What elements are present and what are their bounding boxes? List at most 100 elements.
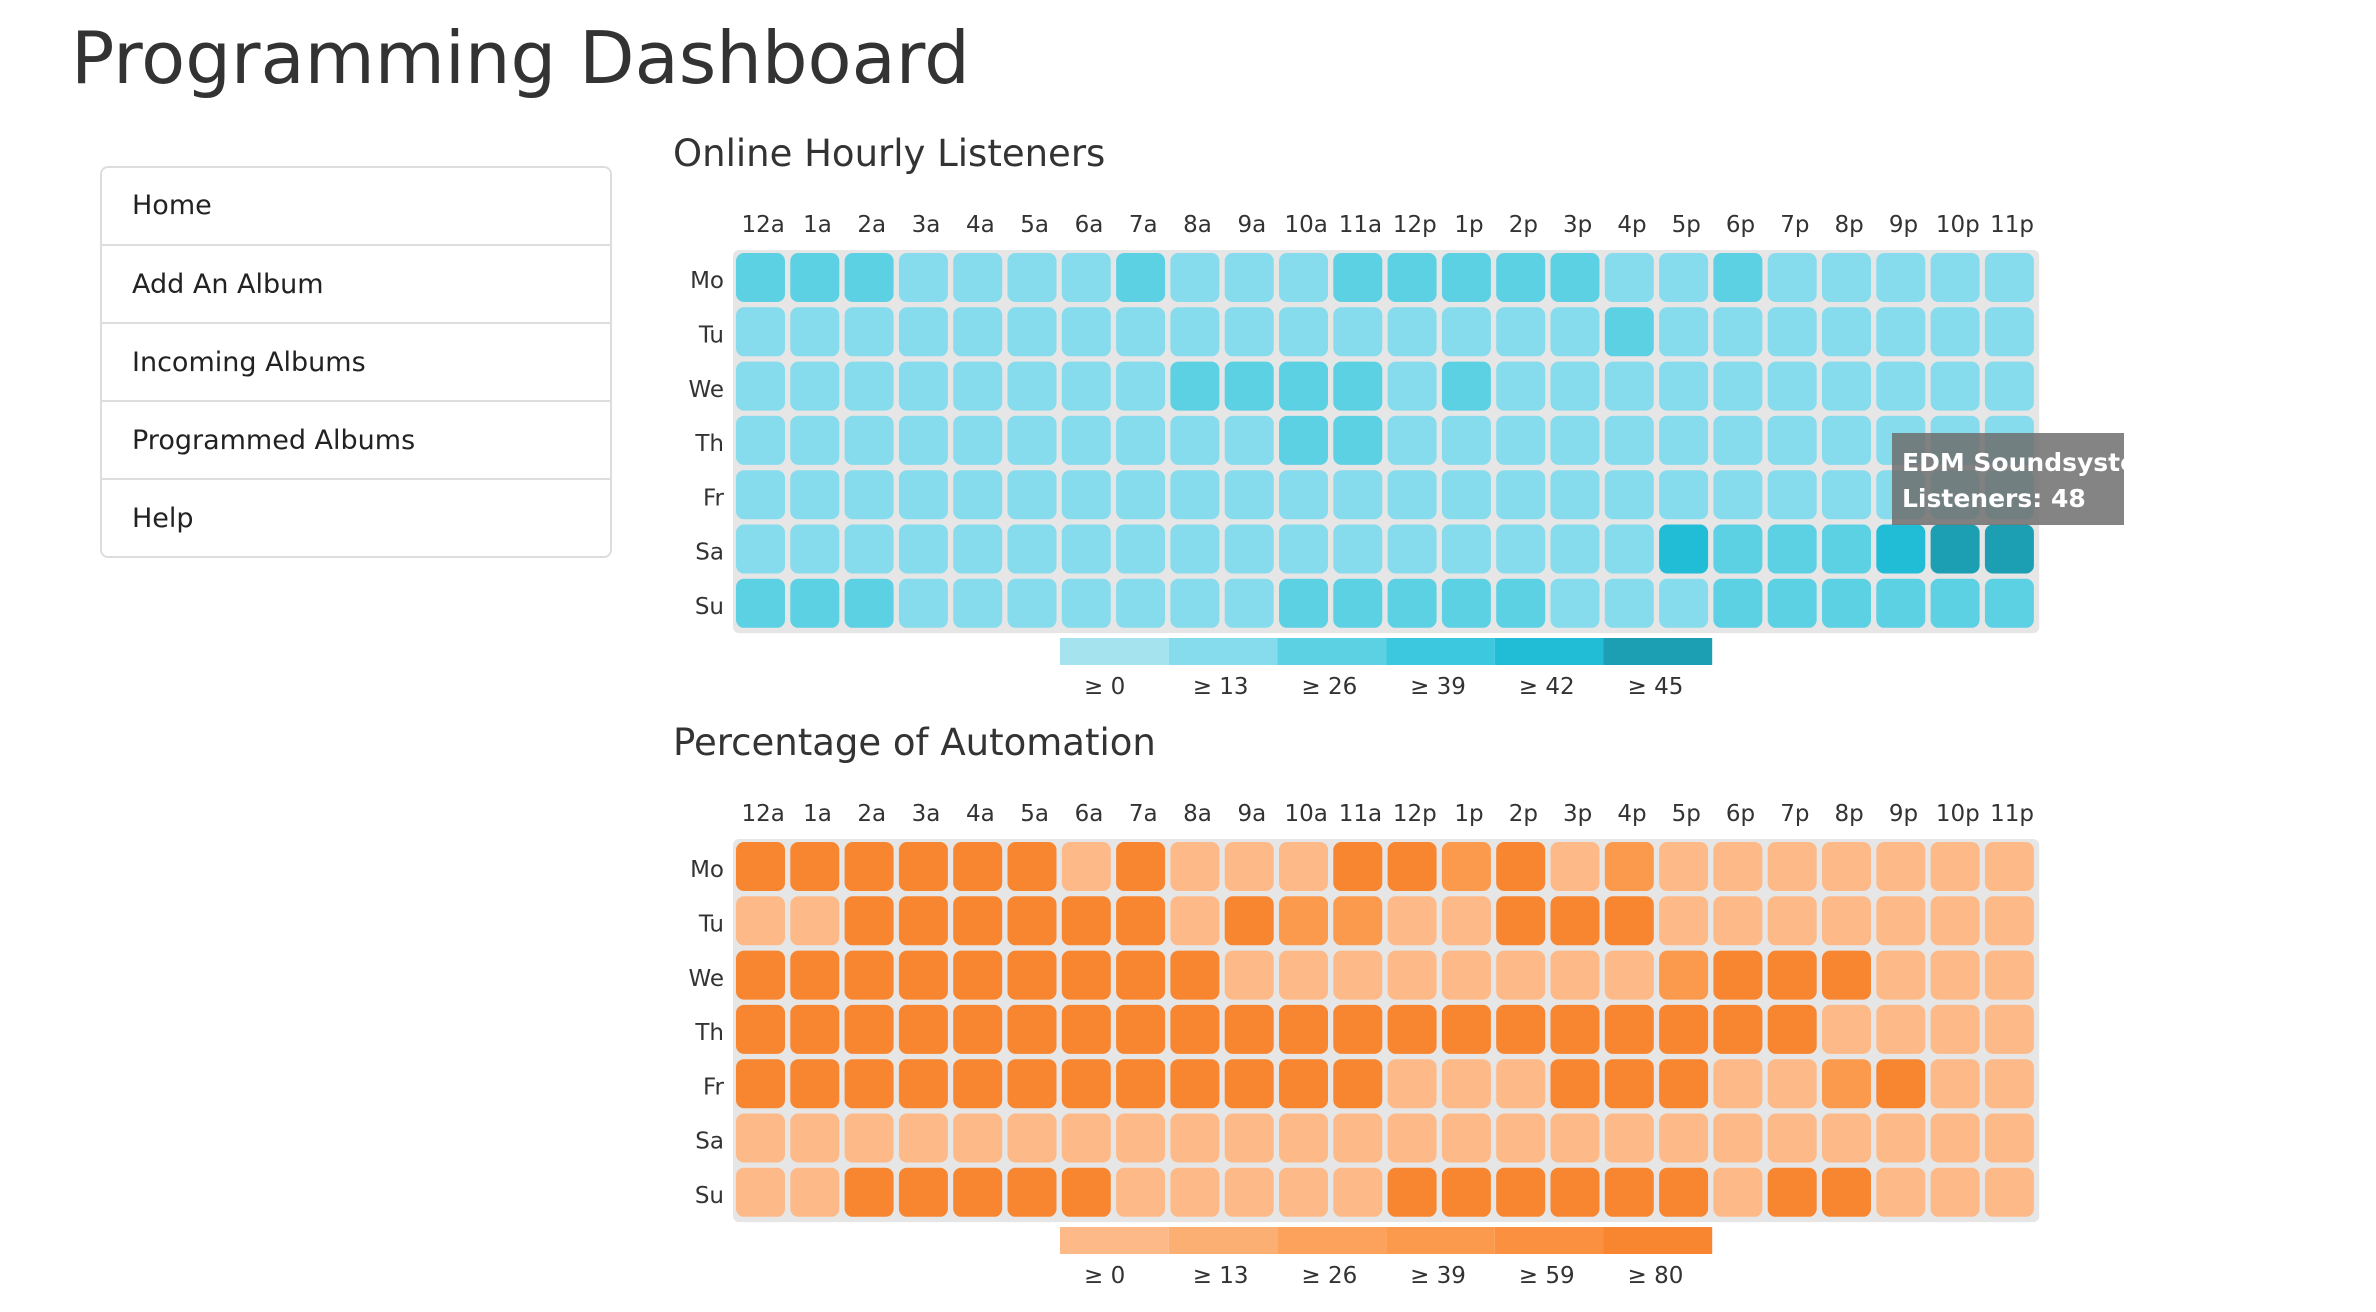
chart1-cell[interactable] bbox=[1550, 1113, 1600, 1163]
chart1-cell[interactable] bbox=[1767, 1113, 1817, 1163]
chart0-cell[interactable] bbox=[1007, 578, 1057, 628]
chart1-cell[interactable] bbox=[1604, 950, 1654, 1000]
chart1-cell[interactable] bbox=[1224, 896, 1274, 946]
chart0-cell[interactable] bbox=[1713, 253, 1763, 302]
chart0-cell[interactable] bbox=[1387, 253, 1437, 302]
chart1-cell[interactable] bbox=[898, 1004, 948, 1054]
chart0-cell[interactable] bbox=[1116, 307, 1166, 357]
chart1-cell[interactable] bbox=[1876, 950, 1926, 1000]
chart1-cell[interactable] bbox=[1659, 842, 1709, 891]
chart1-cell[interactable] bbox=[1333, 1059, 1383, 1109]
chart1-cell[interactable] bbox=[1767, 1004, 1817, 1054]
chart1-cell[interactable] bbox=[953, 1113, 1003, 1163]
chart1-cell[interactable] bbox=[1659, 1113, 1709, 1163]
chart0-cell[interactable] bbox=[1279, 578, 1328, 628]
chart0-cell[interactable] bbox=[1659, 253, 1709, 302]
chart1-cell[interactable] bbox=[953, 950, 1003, 1000]
chart1-cell[interactable] bbox=[1822, 842, 1871, 891]
chart1-cell[interactable] bbox=[736, 1004, 785, 1054]
chart0-cell[interactable] bbox=[1496, 470, 1546, 520]
chart0-cell[interactable] bbox=[953, 361, 1003, 411]
chart1-cell[interactable] bbox=[1822, 896, 1871, 946]
chart1-cell[interactable] bbox=[898, 1059, 948, 1109]
chart0-cell[interactable] bbox=[1767, 253, 1817, 302]
chart0-cell[interactable] bbox=[790, 524, 840, 574]
chart1-cell[interactable] bbox=[953, 1167, 1003, 1217]
chart0-cell[interactable] bbox=[1876, 361, 1926, 411]
chart1-cell[interactable] bbox=[1713, 896, 1763, 946]
chart0-cell[interactable] bbox=[1279, 524, 1328, 574]
chart1-cell[interactable] bbox=[1496, 1167, 1546, 1217]
chart1-cell[interactable] bbox=[1659, 1004, 1709, 1054]
chart0-cell[interactable] bbox=[1930, 578, 1980, 628]
chart1-cell[interactable] bbox=[1767, 950, 1817, 1000]
chart1-cell[interactable] bbox=[898, 1113, 948, 1163]
chart0-cell[interactable] bbox=[1496, 524, 1546, 574]
chart0-cell[interactable] bbox=[1930, 524, 1980, 574]
chart0-cell[interactable] bbox=[1659, 470, 1709, 520]
chart1-cell[interactable] bbox=[1822, 1113, 1871, 1163]
chart1-cell[interactable] bbox=[1116, 1004, 1166, 1054]
chart0-cell[interactable] bbox=[736, 307, 785, 357]
chart1-cell[interactable] bbox=[1713, 1004, 1763, 1054]
chart1-cell[interactable] bbox=[1984, 842, 2034, 891]
chart1-cell[interactable] bbox=[1387, 1167, 1437, 1217]
chart0-cell[interactable] bbox=[1170, 415, 1220, 465]
chart0-cell[interactable] bbox=[953, 307, 1003, 357]
chart1-cell[interactable] bbox=[1713, 842, 1763, 891]
nav-item-help[interactable]: Help bbox=[102, 478, 610, 556]
chart1-cell[interactable] bbox=[953, 1059, 1003, 1109]
chart0-cell[interactable] bbox=[1550, 470, 1600, 520]
chart1-cell[interactable] bbox=[844, 1167, 894, 1217]
chart0-cell[interactable] bbox=[1604, 578, 1654, 628]
chart1-cell[interactable] bbox=[1659, 1167, 1709, 1217]
chart1-cell[interactable] bbox=[898, 1167, 948, 1217]
chart1-cell[interactable] bbox=[790, 1004, 840, 1054]
chart0-cell[interactable] bbox=[953, 524, 1003, 574]
chart1-cell[interactable] bbox=[1496, 950, 1546, 1000]
chart1-cell[interactable] bbox=[736, 1059, 785, 1109]
chart1-cell[interactable] bbox=[1387, 1059, 1437, 1109]
chart1-cell[interactable] bbox=[1604, 1059, 1654, 1109]
chart0-cell[interactable] bbox=[1441, 524, 1491, 574]
chart1-cell[interactable] bbox=[1279, 842, 1328, 891]
chart1-cell[interactable] bbox=[1279, 1059, 1328, 1109]
chart1-cell[interactable] bbox=[1224, 842, 1274, 891]
chart1-cell[interactable] bbox=[790, 842, 840, 891]
chart1-cell[interactable] bbox=[1876, 1004, 1926, 1054]
chart0-cell[interactable] bbox=[1061, 361, 1111, 411]
chart0-cell[interactable] bbox=[953, 415, 1003, 465]
chart0-cell[interactable] bbox=[1007, 524, 1057, 574]
chart0-cell[interactable] bbox=[736, 524, 785, 574]
chart0-cell[interactable] bbox=[953, 578, 1003, 628]
chart1-cell[interactable] bbox=[1170, 1113, 1220, 1163]
chart0-cell[interactable] bbox=[1170, 361, 1220, 411]
chart0-cell[interactable] bbox=[1767, 361, 1817, 411]
chart0-cell[interactable] bbox=[898, 415, 948, 465]
chart0-cell[interactable] bbox=[1767, 415, 1817, 465]
chart0-cell[interactable] bbox=[1224, 524, 1274, 574]
chart0-cell[interactable] bbox=[1822, 470, 1871, 520]
chart0-cell[interactable] bbox=[1061, 470, 1111, 520]
nav-item-programmed-albums[interactable]: Programmed Albums bbox=[102, 400, 610, 478]
chart0-cell[interactable] bbox=[1550, 361, 1600, 411]
chart0-cell[interactable] bbox=[1333, 415, 1383, 465]
chart0-cell[interactable] bbox=[1333, 524, 1383, 574]
chart1-cell[interactable] bbox=[1604, 1004, 1654, 1054]
chart0-cell[interactable] bbox=[736, 361, 785, 411]
chart0-cell[interactable] bbox=[1279, 415, 1328, 465]
chart0-cell[interactable] bbox=[790, 253, 840, 302]
chart0-cell[interactable] bbox=[1279, 253, 1328, 302]
chart1-cell[interactable] bbox=[1496, 1004, 1546, 1054]
chart1-cell[interactable] bbox=[1007, 1059, 1057, 1109]
chart0-cell[interactable] bbox=[1496, 307, 1546, 357]
chart0-cell[interactable] bbox=[1116, 470, 1166, 520]
chart1-cell[interactable] bbox=[1876, 1113, 1926, 1163]
chart1-cell[interactable] bbox=[1713, 950, 1763, 1000]
chart1-cell[interactable] bbox=[1930, 1059, 1980, 1109]
chart0-cell[interactable] bbox=[1713, 524, 1763, 574]
chart1-cell[interactable] bbox=[1170, 950, 1220, 1000]
chart1-cell[interactable] bbox=[1224, 950, 1274, 1000]
chart0-cell[interactable] bbox=[1441, 578, 1491, 628]
chart0-cell[interactable] bbox=[898, 578, 948, 628]
